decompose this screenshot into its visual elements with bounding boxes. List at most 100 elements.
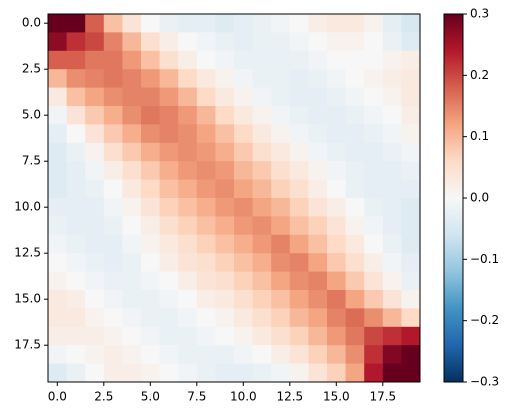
x-tick-label: 17.5 xyxy=(369,390,396,404)
heatmap-cell xyxy=(178,290,198,309)
heatmap-cell xyxy=(215,308,235,328)
heatmap-cell xyxy=(66,234,86,254)
heatmap-cell xyxy=(289,345,309,364)
heatmap-cell xyxy=(159,106,179,125)
heatmap-cell xyxy=(289,290,309,309)
heatmap-cell xyxy=(308,290,328,309)
heatmap-cell xyxy=(401,271,421,291)
heatmap-cell xyxy=(196,87,216,107)
heatmap-cell xyxy=(215,87,235,107)
heatmap-cell xyxy=(252,161,272,180)
heatmap-cell xyxy=(196,345,216,364)
heatmap-cell xyxy=(271,106,291,125)
heatmap-cell xyxy=(401,161,421,180)
heatmap-cell xyxy=(215,290,235,309)
heatmap-cell xyxy=(234,290,253,309)
heatmap-cell xyxy=(401,87,421,107)
x-tick-label: 0.0 xyxy=(48,390,67,404)
heatmap-cell xyxy=(215,124,235,144)
heatmap-cell xyxy=(85,271,105,291)
heatmap-cell xyxy=(401,32,421,52)
colorbar-tick-label: 0.2 xyxy=(470,68,489,82)
heatmap-cell xyxy=(103,106,123,125)
heatmap-cell xyxy=(327,179,346,199)
heatmap-cell xyxy=(401,308,421,328)
heatmap-cell xyxy=(103,234,123,254)
heatmap-cell xyxy=(85,216,105,236)
heatmap-cell xyxy=(234,326,253,346)
heatmap-cell xyxy=(141,234,160,254)
heatmap-cell xyxy=(66,69,86,88)
heatmap-cell xyxy=(345,179,365,199)
x-tick-label: 5.0 xyxy=(141,390,160,404)
heatmap-cell xyxy=(103,198,123,217)
heatmap-cell xyxy=(401,326,421,346)
heatmap-cell xyxy=(364,253,384,272)
colorbar-axis: −0.3 −0.2 −0.1 0.0 0.1 0.2 0.3 xyxy=(463,7,499,389)
heatmap-cell xyxy=(196,106,216,125)
heatmap-cell xyxy=(345,216,365,236)
heatmap-cell xyxy=(308,14,328,33)
heatmap-cell xyxy=(85,253,105,272)
heatmap-cell xyxy=(85,326,105,346)
heatmap-cell xyxy=(196,253,216,272)
heatmap-cell xyxy=(103,326,123,346)
heatmap-cell xyxy=(382,271,402,291)
heatmap-cell xyxy=(345,124,365,144)
heatmap-cell xyxy=(66,253,86,272)
heatmap-cell xyxy=(178,69,198,88)
y-tick-label: 7.5 xyxy=(22,154,41,168)
heatmap-cell xyxy=(178,326,198,346)
heatmap-cell xyxy=(103,69,123,88)
heatmap-cell xyxy=(103,216,123,236)
heatmap-cell xyxy=(66,198,86,217)
heatmap-cell xyxy=(196,363,216,383)
heatmap-cell xyxy=(48,198,67,217)
heatmap-cell xyxy=(308,345,328,364)
heatmap-cell xyxy=(308,142,328,162)
heatmap-cell xyxy=(48,216,67,236)
heatmap-cell xyxy=(345,69,365,88)
heatmap-cell xyxy=(48,290,67,309)
heatmap-cell xyxy=(85,142,105,162)
heatmap-cell xyxy=(308,69,328,88)
heatmap-cell xyxy=(85,345,105,364)
heatmap-cell xyxy=(382,87,402,107)
heatmap-cell xyxy=(382,363,402,383)
heatmap-cell xyxy=(103,345,123,364)
heatmap-cell xyxy=(364,124,384,144)
heatmap-cell xyxy=(345,308,365,328)
heatmap-cell xyxy=(271,14,291,33)
heatmap-cell xyxy=(159,50,179,70)
heatmap-cell xyxy=(327,14,346,33)
heatmap-cell xyxy=(159,308,179,328)
heatmap-cell xyxy=(66,87,86,107)
heatmap-cell xyxy=(196,234,216,254)
heatmap-cell xyxy=(382,14,402,33)
heatmap-cell xyxy=(159,87,179,107)
colorbar xyxy=(443,13,464,383)
heatmap-cell xyxy=(382,308,402,328)
heatmap-cell xyxy=(215,216,235,236)
heatmap-cell xyxy=(271,308,291,328)
heatmap-cell xyxy=(215,106,235,125)
x-axis: 0.0 2.5 5.0 7.5 10.0 12.5 15.0 17.5 xyxy=(48,382,396,404)
heatmap-cell xyxy=(178,87,198,107)
heatmap-cell xyxy=(382,326,402,346)
heatmap-cell xyxy=(85,179,105,199)
heatmap-cell xyxy=(364,32,384,52)
heatmap-cell xyxy=(141,253,160,272)
heatmap-cell xyxy=(48,253,67,272)
heatmap-cell xyxy=(141,32,160,52)
heatmap-cell xyxy=(122,234,142,254)
y-tick-label: 10.0 xyxy=(14,200,41,214)
heatmap-cell xyxy=(308,363,328,383)
heatmap-cell xyxy=(252,345,272,364)
y-tick-label: 15.0 xyxy=(14,292,41,306)
heatmap-cell xyxy=(122,124,142,144)
heatmap-cell xyxy=(234,179,253,199)
heatmap-cell xyxy=(141,271,160,291)
heatmap-cell xyxy=(215,32,235,52)
heatmap-cell xyxy=(382,142,402,162)
heatmap-cell xyxy=(364,161,384,180)
